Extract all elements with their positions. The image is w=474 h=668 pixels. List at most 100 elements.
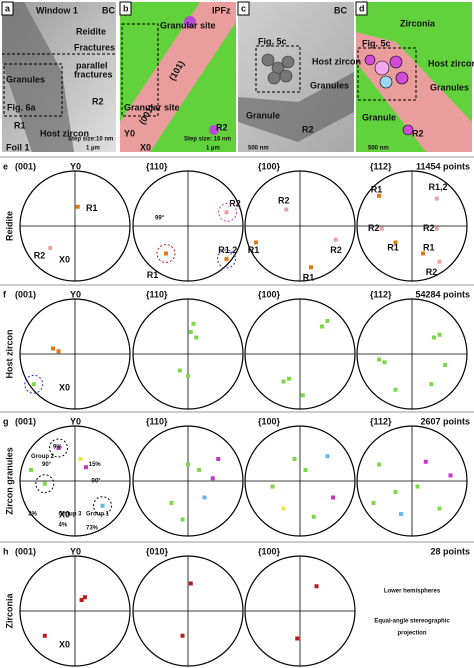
pole-point: [443, 363, 447, 367]
panel-label: Granules: [430, 82, 469, 92]
row-letter: e: [3, 161, 8, 171]
panel-b: [120, 2, 236, 152]
pole-point: [448, 473, 453, 478]
plot-label: R2: [278, 196, 290, 206]
pole-point: [434, 196, 439, 201]
pole-point: [377, 193, 381, 198]
pole-point: [325, 454, 330, 459]
plot-title: (001): [15, 161, 36, 171]
axis-x-label: X0: [59, 382, 70, 392]
highlight: [218, 202, 238, 222]
panel-label: parallel: [76, 60, 108, 70]
panel-letter-box: [237, 1, 250, 16]
plot-label: R1: [147, 270, 159, 280]
plot-label: 73%: [86, 525, 99, 531]
pole-point: [210, 476, 215, 481]
panel-label: Foil 1: [6, 142, 30, 152]
pole-point: [29, 468, 33, 472]
axis-y-label: Y0: [70, 289, 81, 299]
pole-point: [415, 484, 420, 489]
panel-label: R1: [14, 120, 26, 130]
panel-label: R2: [412, 128, 424, 138]
plot-title: (001): [15, 289, 36, 299]
plot-title: {010}: [146, 546, 169, 556]
panel-letter-box: [355, 1, 368, 16]
panel-label: Granule: [362, 112, 396, 122]
plot-label: R1: [423, 242, 435, 252]
pole-point: [393, 240, 398, 245]
panel-label: IPFz: [212, 5, 231, 15]
panel-c: [238, 2, 354, 152]
panel-label: Zirconia: [400, 18, 436, 28]
pole-point: [303, 468, 308, 472]
plot-label: R1,2: [429, 182, 448, 192]
plot-label: R1: [371, 185, 383, 195]
pole-point: [333, 237, 338, 242]
plot-label: R2: [229, 198, 241, 208]
panel-label: Fractures: [74, 42, 115, 52]
pole-point: [42, 633, 47, 638]
panel-label: R2: [302, 124, 314, 134]
pole-point: [177, 368, 182, 373]
pole-point: [216, 457, 221, 461]
highlight: [24, 374, 44, 394]
pole-point: [437, 506, 442, 511]
pole-point: [180, 517, 185, 522]
pole-point: [437, 332, 442, 337]
point-count: 11454 points: [416, 161, 470, 171]
axis-y-label: Y0: [70, 546, 81, 556]
plot-label: R1: [248, 245, 260, 255]
panel-label: Window 1: [36, 5, 78, 15]
pole-point: [309, 265, 313, 270]
pole-point: [287, 376, 291, 381]
plot-title: {112}: [370, 289, 392, 299]
pole-point: [314, 584, 319, 589]
panel-label: R2: [92, 96, 104, 106]
panel-label: Fig. 6a: [7, 102, 37, 112]
plot-title: {110}: [146, 161, 168, 171]
panel-letter-box: [1, 1, 14, 16]
pole-point: [429, 382, 434, 387]
point-count: 2607 points: [420, 416, 470, 426]
plot-label: 9%: [53, 444, 62, 450]
panel-letter: d: [359, 3, 365, 13]
panel-label: 1 µm: [86, 146, 100, 152]
point-count: 54284 points: [415, 289, 470, 299]
panel-label: Step size: 16 nm: [184, 137, 231, 143]
plot-title: {100}: [258, 546, 281, 556]
pole-point: [254, 240, 258, 245]
plot-label: 4%: [59, 523, 68, 529]
pole-point: [82, 595, 87, 600]
plot-title: {112}: [370, 161, 392, 171]
row-letter: h: [3, 546, 9, 556]
plot-label: Group 3: [59, 512, 83, 518]
panel-letter: b: [123, 3, 129, 13]
pole-point: [191, 321, 196, 326]
panel-label: Y0: [124, 128, 135, 138]
panel-label: 1 µm: [206, 146, 220, 152]
panel-label: X0: [140, 142, 151, 152]
plot-label: R1,2: [218, 245, 237, 255]
panel-label: fractures: [74, 69, 113, 79]
pole-point: [197, 468, 201, 472]
axis-x-label: X0: [59, 639, 70, 649]
panel-label: Host zircon: [312, 56, 361, 66]
plot-label: R2: [426, 267, 438, 277]
row-letter: f: [3, 289, 7, 299]
highlight: [93, 496, 112, 516]
highlight: [217, 249, 236, 269]
pole-point: [224, 210, 229, 215]
pole-point: [325, 319, 330, 323]
pole-point: [56, 446, 61, 450]
panel-label: Fig. 5c: [258, 36, 287, 46]
pole-point: [164, 251, 168, 256]
panel-label: Granular site: [124, 102, 180, 112]
plot-label: 99°: [155, 215, 165, 221]
pole-point: [300, 393, 305, 398]
pole-point: [371, 501, 376, 505]
pole-point: [379, 226, 384, 231]
plot-label: R2: [330, 245, 342, 255]
plot-title: {100}: [258, 161, 281, 171]
pole-point: [79, 598, 84, 602]
pole-point: [270, 484, 275, 489]
